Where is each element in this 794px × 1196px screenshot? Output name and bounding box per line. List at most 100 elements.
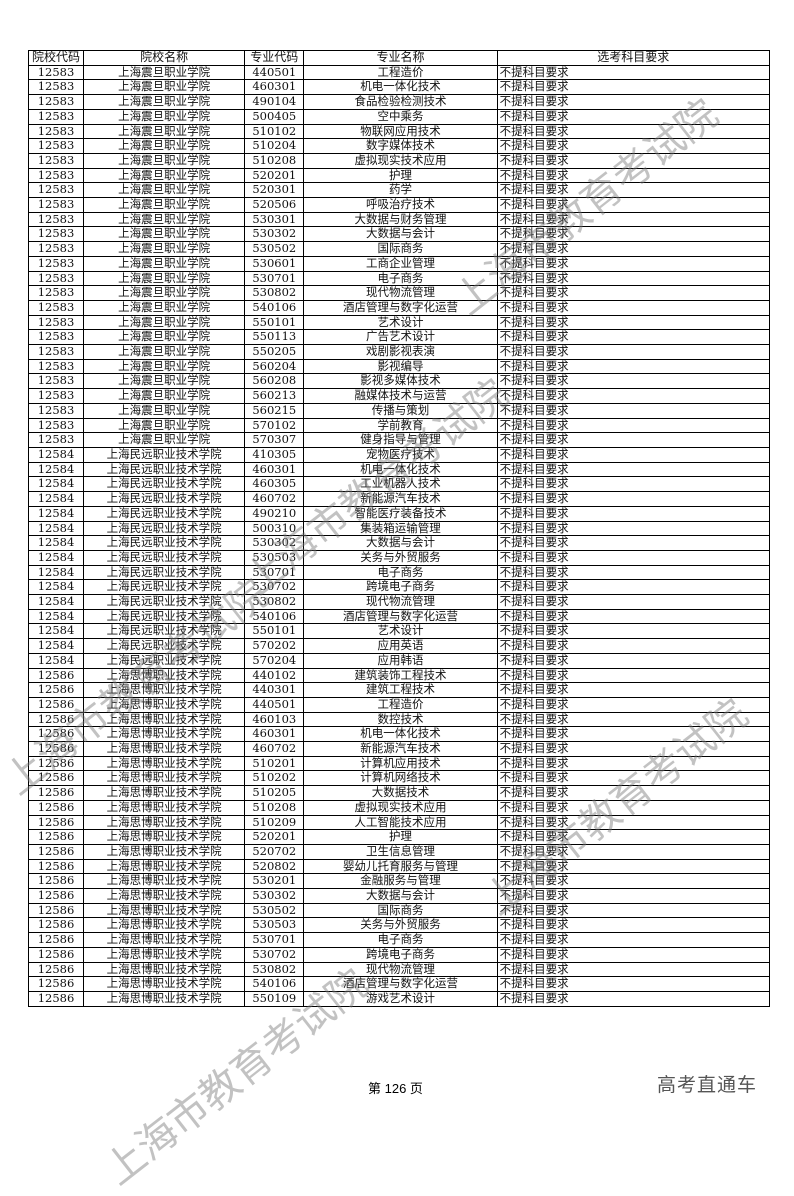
cell-major-code: 510208 xyxy=(244,799,305,816)
table-header-row: 院校代码 院校名称 专业代码 专业名称 选考科目要求 xyxy=(27,50,771,66)
cell-major-name: 机电一体化技术 xyxy=(303,79,498,96)
table-row: 12586 上海思博职业技术学院 540106 酒店管理与数字化运营 不提科目要求 xyxy=(27,976,771,992)
cell-school-code: 12583 xyxy=(27,314,85,331)
cell-major-name: 数字媒体技术 xyxy=(303,138,498,154)
cell-subject-requirement: 不提科目要求 xyxy=(496,520,771,537)
admission-table: 院校代码 院校名称 专业代码 专业名称 选考科目要求 12583 上海震旦职业学院… xyxy=(27,50,771,1007)
cell-school-code: 12583 xyxy=(27,329,85,346)
cell-major-code: 510208 xyxy=(244,152,305,169)
cell-school-code: 12586 xyxy=(27,770,85,787)
cell-major-name: 机电一体化技术 xyxy=(303,726,498,743)
cell-major-name: 智能医疗装备技术 xyxy=(303,505,498,522)
cell-subject-requirement: 不提科目要求 xyxy=(496,432,771,448)
cell-subject-requirement: 不提科目要求 xyxy=(496,976,771,992)
cell-major-code: 490104 xyxy=(244,94,305,110)
cell-major-code: 570204 xyxy=(244,652,305,669)
table-row: 12583 上海震旦职业学院 530301 大数据与财务管理 不提科目要求 xyxy=(27,211,771,228)
cell-major-code: 460301 xyxy=(244,79,305,96)
cell-school-code: 12583 xyxy=(27,388,85,404)
cell-major-name: 游戏艺术设计 xyxy=(303,991,498,1007)
table-row: 12583 上海震旦职业学院 510102 物联网应用技术 不提科目要求 xyxy=(27,123,771,140)
cell-school-code: 12586 xyxy=(27,991,85,1007)
cell-school-code: 12584 xyxy=(27,564,85,581)
cell-school-code: 12583 xyxy=(27,299,85,316)
cell-subject-requirement: 不提科目要求 xyxy=(496,314,771,331)
cell-major-code: 500310 xyxy=(244,520,305,537)
cell-major-name: 国际商务 xyxy=(303,241,498,257)
table-row: 12586 上海思博职业技术学院 530502 国际商务 不提科目要求 xyxy=(27,902,771,919)
cell-subject-requirement: 不提科目要求 xyxy=(496,785,771,801)
table-row: 12584 上海民远职业技术学院 460305 工业机器人技术 不提科目要求 xyxy=(27,476,771,493)
cell-major-name: 数控技术 xyxy=(303,711,498,728)
cell-subject-requirement: 不提科目要求 xyxy=(496,182,771,199)
cell-major-name: 电子商务 xyxy=(303,564,498,581)
cell-subject-requirement: 不提科目要求 xyxy=(496,946,771,963)
cell-major-code: 570307 xyxy=(244,432,305,448)
cell-school-code: 12583 xyxy=(27,182,85,199)
cell-major-code: 490210 xyxy=(244,505,305,522)
cell-school-name: 上海民远职业技术学院 xyxy=(83,652,246,669)
cell-school-code: 12586 xyxy=(27,799,85,816)
cell-school-name: 上海思博职业技术学院 xyxy=(83,991,246,1007)
cell-major-code: 410305 xyxy=(244,446,305,463)
cell-major-code: 520802 xyxy=(244,858,305,875)
cell-school-name: 上海思博职业技术学院 xyxy=(83,682,246,698)
cell-subject-requirement: 不提科目要求 xyxy=(496,579,771,596)
table-row: 12583 上海震旦职业学院 570307 健身指导与管理 不提科目要求 xyxy=(27,432,771,448)
table-row: 12586 上海思博职业技术学院 510201 计算机应用技术 不提科目要求 xyxy=(27,755,771,772)
cell-school-code: 12584 xyxy=(27,652,85,669)
cell-school-name: 上海民远职业技术学院 xyxy=(83,623,246,640)
cell-school-code: 12586 xyxy=(27,682,85,698)
cell-school-name: 上海震旦职业学院 xyxy=(83,255,246,272)
cell-subject-requirement: 不提科目要求 xyxy=(496,64,771,81)
cell-school-name: 上海震旦职业学院 xyxy=(83,182,246,199)
cell-major-name: 卫生信息管理 xyxy=(303,843,498,860)
cell-school-code: 12583 xyxy=(27,108,85,125)
cell-subject-requirement: 不提科目要求 xyxy=(496,446,771,463)
table-row: 12584 上海民远职业技术学院 530702 跨境电子商务 不提科目要求 xyxy=(27,579,771,596)
table-row: 12586 上海思博职业技术学院 510209 人工智能技术应用 不提科目要求 xyxy=(27,814,771,831)
table-row: 12583 上海震旦职业学院 550101 艺术设计 不提科目要求 xyxy=(27,314,771,331)
cell-subject-requirement: 不提科目要求 xyxy=(496,652,771,669)
cell-major-code: 440301 xyxy=(244,682,305,698)
table-row: 12586 上海思博职业技术学院 530503 关务与外贸服务 不提科目要求 xyxy=(27,917,771,934)
cell-subject-requirement: 不提科目要求 xyxy=(496,476,771,493)
cell-major-name: 现代物流管理 xyxy=(303,594,498,610)
cell-school-code: 12583 xyxy=(27,79,85,96)
cell-subject-requirement: 不提科目要求 xyxy=(496,770,771,787)
cell-major-code: 530701 xyxy=(244,270,305,287)
cell-school-code: 12583 xyxy=(27,417,85,434)
table-row: 12583 上海震旦职业学院 560213 融媒体技术与运营 不提科目要求 xyxy=(27,388,771,404)
cell-major-name: 大数据与财务管理 xyxy=(303,211,498,228)
cell-major-code: 460702 xyxy=(244,491,305,507)
cell-school-name: 上海民远职业技术学院 xyxy=(83,520,246,537)
cell-subject-requirement: 不提科目要求 xyxy=(496,638,771,654)
cell-major-code: 520201 xyxy=(244,829,305,845)
cell-school-code: 12583 xyxy=(27,226,85,243)
cell-school-code: 12586 xyxy=(27,858,85,875)
table-row: 12583 上海震旦职业学院 550113 广告艺术设计 不提科目要求 xyxy=(27,329,771,346)
cell-subject-requirement: 不提科目要求 xyxy=(496,755,771,772)
table-row: 12584 上海民远职业技术学院 410305 宠物医疗技术 不提科目要求 xyxy=(27,446,771,463)
cell-school-code: 12583 xyxy=(27,138,85,154)
cell-school-name: 上海民远职业技术学院 xyxy=(83,564,246,581)
cell-major-name: 跨境电子商务 xyxy=(303,579,498,596)
cell-subject-requirement: 不提科目要求 xyxy=(496,696,771,713)
table-row: 12583 上海震旦职业学院 520506 呼吸治疗技术 不提科目要求 xyxy=(27,197,771,213)
cell-school-code: 12583 xyxy=(27,94,85,110)
cell-school-code: 12584 xyxy=(27,579,85,596)
cell-major-code: 530502 xyxy=(244,241,305,257)
cell-major-code: 550101 xyxy=(244,623,305,640)
table-row: 12583 上海震旦职业学院 510204 数字媒体技术 不提科目要求 xyxy=(27,138,771,154)
cell-subject-requirement: 不提科目要求 xyxy=(496,535,771,551)
cell-subject-requirement: 不提科目要求 xyxy=(496,241,771,257)
cell-school-code: 12584 xyxy=(27,549,85,566)
cell-subject-requirement: 不提科目要求 xyxy=(496,417,771,434)
cell-subject-requirement: 不提科目要求 xyxy=(496,226,771,243)
cell-school-name: 上海思博职业技术学院 xyxy=(83,711,246,728)
page-number: 第 126 页 xyxy=(368,1081,423,1096)
table-row: 12583 上海震旦职业学院 440501 工程造价 不提科目要求 xyxy=(27,64,771,81)
cell-school-name: 上海民远职业技术学院 xyxy=(83,549,246,566)
brand-logo-text: 高考直通车 xyxy=(657,1074,758,1096)
cell-major-name: 工程造价 xyxy=(303,64,498,81)
